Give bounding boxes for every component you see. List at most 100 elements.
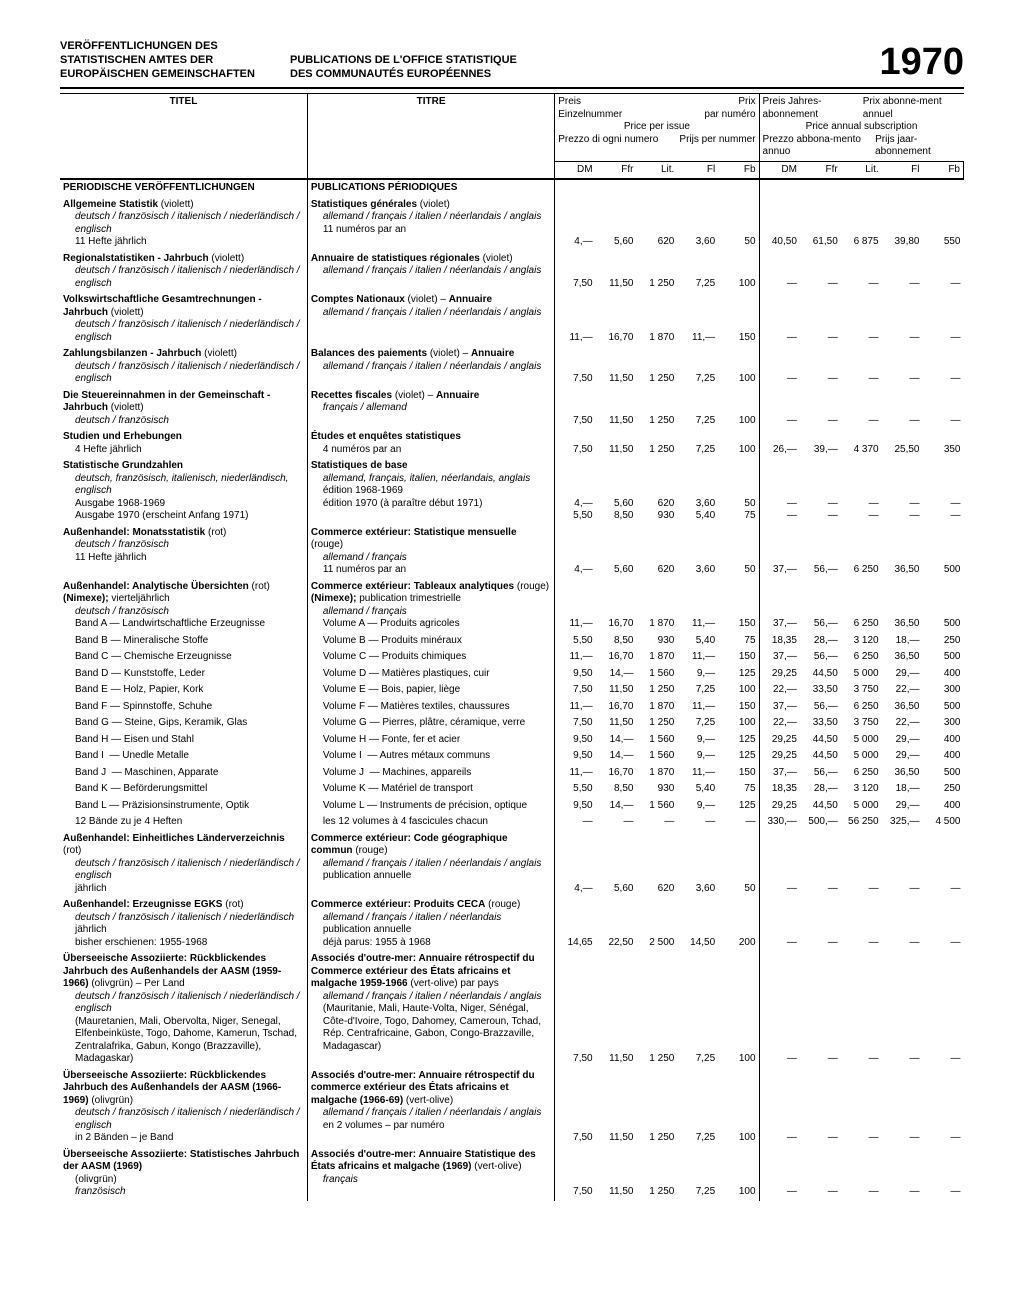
- price-cell: —: [841, 388, 882, 430]
- price-cell: 8,50: [596, 633, 637, 650]
- titel-cell: Außenhandel: Einheitliches Länderverzeic…: [60, 831, 307, 898]
- price-cell: —: [759, 897, 800, 951]
- titre-cell: Recettes fiscales (violet) – Annuairefra…: [307, 388, 554, 430]
- price-cell: ——: [800, 458, 841, 525]
- price-cell: 4,—5,50: [555, 458, 596, 525]
- col-header-currency: Fb: [718, 161, 759, 179]
- price-cell: 11,—: [677, 649, 718, 666]
- price-cell: 44,50: [800, 798, 841, 815]
- price-cell: —: [841, 897, 882, 951]
- price-cell: —: [636, 814, 677, 831]
- price-cell: 11,—: [677, 765, 718, 782]
- price-cell: 5 000: [841, 798, 882, 815]
- price-cell: 11,—: [677, 579, 718, 633]
- price-cell: 37,—: [759, 525, 800, 579]
- price-cell: —: [555, 814, 596, 831]
- price-cell: —: [800, 951, 841, 1068]
- price-cell: 3,605,40: [677, 458, 718, 525]
- price-cell: 300: [922, 682, 963, 699]
- price-cell: 16,70: [596, 292, 637, 346]
- titel-cell: Regionalstatistiken - Jahrbuch (violett)…: [60, 251, 307, 293]
- price-cell: 9,50: [555, 732, 596, 749]
- price-cell: 620: [636, 197, 677, 251]
- price-cell: 9,—: [677, 748, 718, 765]
- titre-cell: Volume J — Machines, appareils: [307, 765, 554, 782]
- price-cell: 4,—: [555, 831, 596, 898]
- price-cell: 7,50: [555, 1068, 596, 1147]
- price-cell: 930: [636, 633, 677, 650]
- price-cell: —: [800, 346, 841, 388]
- price-cell: 9,50: [555, 666, 596, 683]
- price-cell: 22,50: [596, 897, 637, 951]
- titel-cell: Zahlungsbilanzen - Jahrbuch (violett)deu…: [60, 346, 307, 388]
- price-cell: 930: [636, 781, 677, 798]
- price-cell: —: [882, 1068, 923, 1147]
- price-cell: 36,50: [882, 649, 923, 666]
- price-cell: —: [800, 388, 841, 430]
- price-cell: 150: [718, 765, 759, 782]
- price-cell: 150: [718, 579, 759, 633]
- price-cell: 29,—: [882, 732, 923, 749]
- price-cell: —: [922, 951, 963, 1068]
- price-cell: —: [759, 1147, 800, 1201]
- titel-cell: Statistische Grundzahlendeutsch, französ…: [60, 458, 307, 525]
- price-cell: 125: [718, 798, 759, 815]
- price-cell: 7,25: [677, 429, 718, 458]
- price-cell: 29,25: [759, 798, 800, 815]
- titre-cell: les 12 volumes à 4 fascicules chacun: [307, 814, 554, 831]
- price-cell: —: [596, 814, 637, 831]
- titre-cell: Commerce extérieur: Produits CECA (rouge…: [307, 897, 554, 951]
- price-cell: 11,—: [555, 765, 596, 782]
- col-header-currency: Ffr: [800, 161, 841, 179]
- price-cell: 11,50: [596, 951, 637, 1068]
- price-cell: 18,35: [759, 781, 800, 798]
- price-cell: 100: [718, 251, 759, 293]
- price-cell: 11,—: [555, 579, 596, 633]
- price-cell: 5,60: [596, 525, 637, 579]
- price-cell: —: [841, 1068, 882, 1147]
- price-cell: 29,25: [759, 666, 800, 683]
- price-cell: 1 870: [636, 699, 677, 716]
- price-cell: 5,50: [555, 633, 596, 650]
- section-head-de: PERIODISCHE VERÖFFENTLICHUNGEN: [60, 179, 307, 197]
- price-cell: —: [882, 1147, 923, 1201]
- price-cell: 150: [718, 699, 759, 716]
- titel-cell: Studien und Erhebungen4 Hefte jährlich: [60, 429, 307, 458]
- price-cell: 125: [718, 666, 759, 683]
- price-cell: 1 870: [636, 765, 677, 782]
- price-cell: 28,—: [800, 633, 841, 650]
- price-cell: 7,50: [555, 251, 596, 293]
- price-cell: 1 560: [636, 798, 677, 815]
- titre-cell: Volume B — Produits minéraux: [307, 633, 554, 650]
- price-cell: 1 250: [636, 251, 677, 293]
- price-cell: 16,70: [596, 765, 637, 782]
- price-cell: —: [841, 346, 882, 388]
- price-cell: —: [922, 346, 963, 388]
- titel-cell: 12 Bände zu je 4 Heften: [60, 814, 307, 831]
- price-cell: 56,—: [800, 699, 841, 716]
- price-cell: —: [841, 292, 882, 346]
- price-cell: 3 120: [841, 781, 882, 798]
- price-cell: 44,50: [800, 666, 841, 683]
- price-cell: 14,—: [596, 666, 637, 683]
- price-cell: 11,50: [596, 388, 637, 430]
- price-cell: 100: [718, 429, 759, 458]
- price-cell: 620930: [636, 458, 677, 525]
- titre-cell: Commerce extérieur: Statistique mensuell…: [307, 525, 554, 579]
- price-cell: 100: [718, 951, 759, 1068]
- price-cell: 56,—: [800, 765, 841, 782]
- price-cell: —: [759, 292, 800, 346]
- price-cell: 11,50: [596, 251, 637, 293]
- price-cell: 56,—: [800, 649, 841, 666]
- price-cell: 29,25: [759, 748, 800, 765]
- price-cell: 1 250: [636, 682, 677, 699]
- price-cell: 5 000: [841, 666, 882, 683]
- price-cell: 5,50: [555, 781, 596, 798]
- price-cell: —: [922, 897, 963, 951]
- titre-cell: Volume G — Pierres, plâtre, céramique, v…: [307, 715, 554, 732]
- price-cell: 40,50: [759, 197, 800, 251]
- price-cell: 16,70: [596, 649, 637, 666]
- titel-cell: Band H — Eisen und Stahl: [60, 732, 307, 749]
- titel-cell: Band B — Mineralische Stoffe: [60, 633, 307, 650]
- price-cell: 1 250: [636, 715, 677, 732]
